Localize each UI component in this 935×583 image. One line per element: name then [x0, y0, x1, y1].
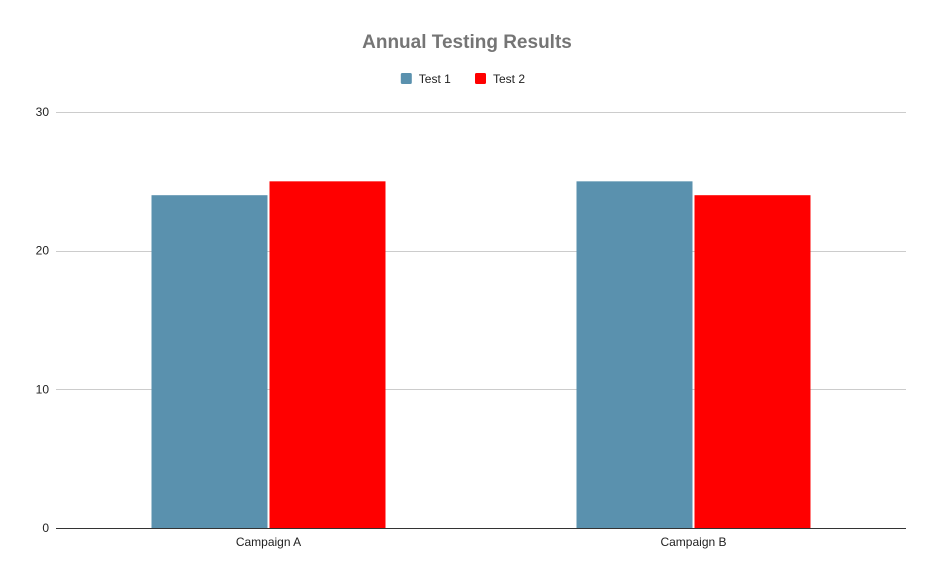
x-tick-label: Campaign B	[660, 535, 726, 549]
y-axis-ticks: 0 10 20 30	[36, 105, 50, 535]
chart-title: Annual Testing Results	[362, 32, 572, 53]
legend-label: Test 2	[493, 72, 525, 86]
legend-swatch	[400, 73, 412, 84]
x-axis-ticks: Campaign A Campaign B	[236, 535, 727, 549]
bars	[151, 181, 811, 529]
y-tick-label: 10	[36, 382, 50, 396]
legend-item: Test 1	[400, 72, 451, 86]
legend-swatch	[475, 73, 486, 84]
y-tick-label: 20	[36, 244, 50, 258]
y-tick-label: 30	[36, 105, 50, 119]
y-tick-label: 0	[42, 521, 49, 535]
chart-legend: Test 1 Test 2	[400, 72, 525, 86]
bar-test-1-campaign-a	[151, 195, 268, 528]
x-tick-label: Campaign A	[236, 535, 301, 549]
legend-item: Test 2	[475, 72, 525, 86]
bar-test-2-campaign-a	[269, 181, 386, 529]
bar-test-1-campaign-b	[576, 181, 693, 529]
legend-label: Test 1	[419, 72, 451, 86]
bar-test-2-campaign-b	[694, 195, 811, 528]
